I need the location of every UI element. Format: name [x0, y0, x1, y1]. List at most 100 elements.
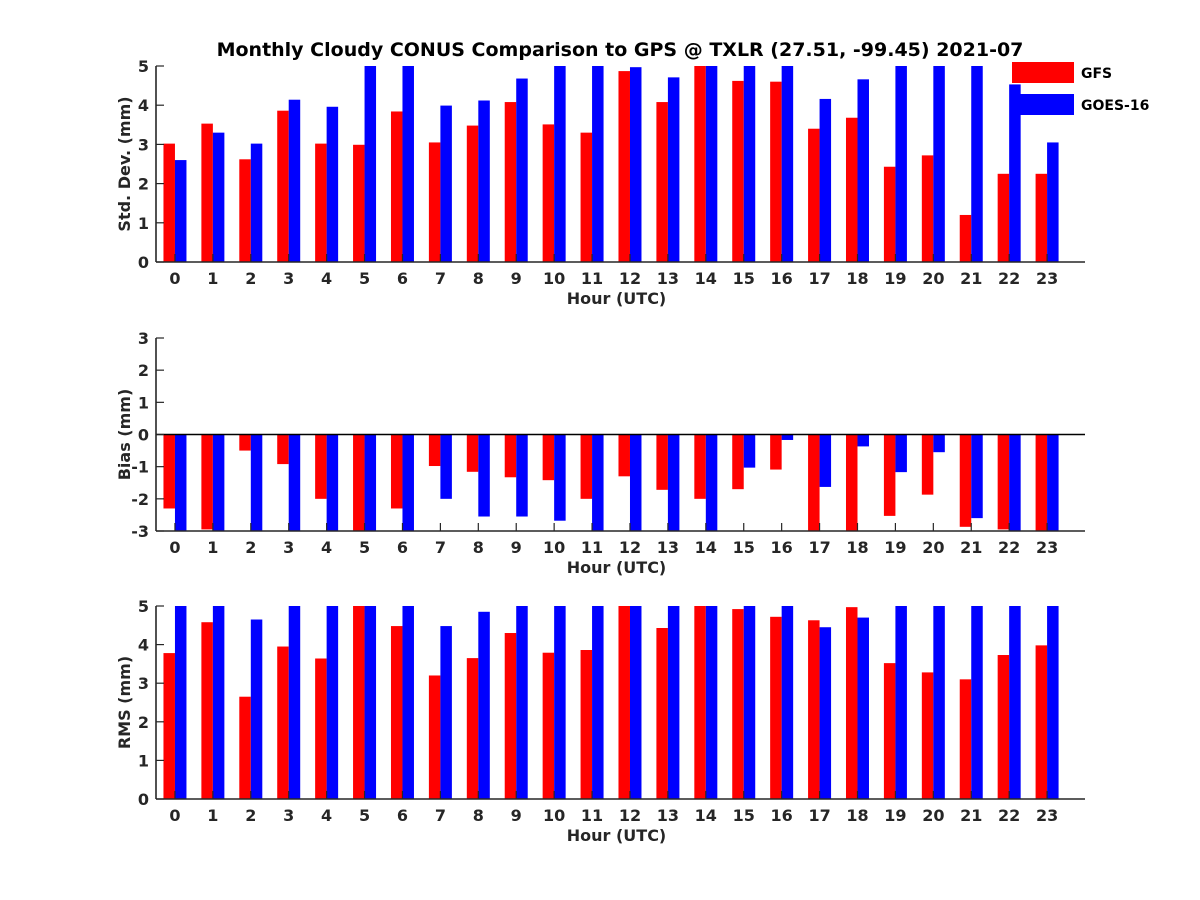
x-tick-label: 15	[733, 538, 755, 557]
bar-gfs-hour-7	[428, 675, 441, 799]
bar-goes-16-hour-22	[1009, 84, 1021, 262]
x-tick-label: 23	[1036, 806, 1058, 825]
bar-gfs-hour-8	[466, 434, 479, 472]
bar-gfs-hour-20	[921, 155, 934, 262]
bar-goes-16-hour-20	[933, 434, 945, 453]
bar-goes-16-hour-20	[933, 606, 945, 799]
bar-gfs-hour-5	[353, 434, 365, 531]
bar-gfs-hour-12	[618, 71, 630, 262]
bar-goes-16-hour-12	[629, 67, 642, 263]
x-tick-label: 22	[998, 538, 1020, 557]
bar-gfs-hour-19	[883, 434, 896, 516]
x-tick-label: 0	[169, 806, 180, 825]
x-tick-label: 7	[435, 538, 446, 557]
x-tick-label: 23	[1036, 538, 1058, 557]
series-goes-16	[174, 606, 1059, 799]
bar-goes-16-hour-15	[743, 66, 756, 262]
bar-goes-16-hour-6	[402, 66, 414, 262]
bar-goes-16-hour-5	[364, 434, 377, 531]
bar-goes-16-hour-13	[667, 434, 680, 531]
x-tick-label: 4	[321, 806, 332, 825]
bar-goes-16-hour-20	[933, 66, 945, 262]
x-tick-label: 20	[922, 538, 944, 557]
bar-gfs-hour-0	[163, 653, 175, 799]
x-tick-label: 19	[884, 538, 906, 557]
bar-gfs-hour-9	[504, 102, 517, 262]
bar-gfs-hour-1	[201, 123, 213, 263]
x-tick-label: 11	[581, 269, 603, 288]
y-tick-label: 0	[138, 790, 149, 809]
bar-goes-16-hour-3	[288, 434, 301, 531]
bar-goes-16-hour-7	[440, 626, 452, 799]
bar-gfs-hour-5	[353, 144, 365, 262]
x-tick-label: 9	[511, 806, 522, 825]
bar-gfs-hour-22	[997, 655, 1010, 799]
bar-goes-16-hour-19	[895, 66, 907, 262]
bar-gfs-hour-7	[428, 142, 441, 262]
x-tick-label: 6	[397, 806, 408, 825]
bar-goes-16-hour-8	[478, 434, 490, 517]
y-tick-label: 1	[138, 751, 149, 770]
x-tick-label: 7	[435, 806, 446, 825]
bar-goes-16-hour-22	[1009, 606, 1021, 799]
bar-goes-16-hour-3	[288, 99, 301, 263]
x-tick-label: 3	[283, 806, 294, 825]
x-tick-label: 9	[511, 269, 522, 288]
x-tick-label: 8	[473, 538, 484, 557]
x-tick-label: 18	[846, 538, 868, 557]
x-tick-label: 19	[884, 806, 906, 825]
bar-gfs-hour-8	[466, 125, 479, 262]
bar-goes-16-hour-18	[857, 434, 869, 447]
x-tick-label: 6	[397, 538, 408, 557]
y-tick-label: 3	[138, 329, 149, 348]
bar-gfs-hour-21	[959, 214, 972, 262]
bar-goes-16-hour-21	[971, 606, 983, 799]
bar-goes-16-hour-2	[250, 434, 263, 531]
y-axis-title: Std. Dev. (mm)	[115, 96, 134, 231]
bar-goes-16-hour-6	[402, 606, 414, 799]
x-tick-label: 8	[473, 806, 484, 825]
bar-goes-16-hour-13	[667, 77, 680, 263]
bar-gfs-hour-0	[163, 143, 175, 262]
bar-goes-16-hour-5	[364, 606, 377, 799]
y-tick-label: 4	[138, 96, 149, 115]
legend-swatch-gfs	[1012, 62, 1074, 83]
bar-goes-16-hour-10	[554, 66, 566, 262]
y-tick-label: 3	[138, 674, 149, 693]
bar-gfs-hour-15	[732, 434, 744, 490]
y-tick-label: -1	[131, 458, 149, 477]
bar-gfs-hour-2	[239, 434, 251, 451]
bar-gfs-hour-14	[694, 606, 706, 799]
bar-gfs-hour-7	[428, 434, 441, 467]
bar-gfs-hour-18	[845, 434, 858, 531]
bar-gfs-hour-11	[580, 132, 593, 262]
chart-title: Monthly Cloudy CONUS Comparison to GPS @…	[217, 39, 1024, 61]
x-tick-label: 2	[245, 269, 256, 288]
x-tick-label: 18	[846, 806, 868, 825]
bar-goes-16-hour-0	[174, 434, 187, 531]
x-tick-label: 9	[511, 538, 522, 557]
x-tick-label: 4	[321, 538, 332, 557]
bar-goes-16-hour-17	[819, 434, 832, 487]
bar-goes-16-hour-10	[554, 434, 566, 521]
bar-goes-16-hour-4	[326, 606, 339, 799]
bar-gfs-hour-6	[390, 111, 403, 262]
bar-goes-16-hour-16	[781, 66, 794, 262]
bar-gfs-hour-18	[845, 607, 858, 799]
y-tick-label: 0	[138, 426, 149, 445]
bar-goes-16-hour-18	[857, 79, 869, 262]
x-tick-label: 6	[397, 269, 408, 288]
bar-goes-16-hour-5	[364, 66, 377, 262]
bar-goes-16-hour-23	[1047, 142, 1059, 262]
bar-goes-16-hour-23	[1047, 434, 1059, 531]
series-gfs	[163, 606, 1048, 799]
x-tick-label: 1	[207, 806, 218, 825]
x-tick-label: 12	[619, 269, 641, 288]
x-tick-label: 8	[473, 269, 484, 288]
bar-gfs-hour-20	[921, 434, 934, 495]
x-tick-label: 16	[771, 269, 793, 288]
x-tick-label: 16	[771, 538, 793, 557]
bar-goes-16-hour-2	[250, 143, 263, 262]
bar-goes-16-hour-10	[554, 606, 566, 799]
